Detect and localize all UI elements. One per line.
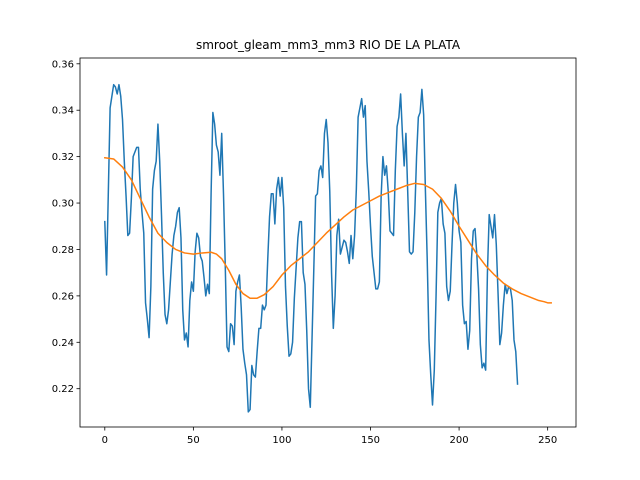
y-tick-label: 0.26: [52, 291, 74, 302]
x-tick-label: 150: [361, 435, 380, 446]
y-tick-label: 0.34: [52, 106, 74, 117]
y-tick-label: 0.36: [52, 59, 74, 70]
chart-title: smroot_gleam_mm3_mm3 RIO DE LA PLATA: [196, 38, 461, 52]
x-tick-label: 100: [272, 435, 291, 446]
axes: 0 50 100 150 200 250 0.22 0.24 0.26 0.28 0.30 0.32 0…: [52, 57, 577, 446]
x-tick-label: 200: [450, 435, 469, 446]
series-line-1: [104, 83, 519, 413]
plot-area: [103, 83, 552, 413]
x-tick-label: 250: [538, 435, 557, 446]
x-tick-label: 0: [102, 435, 108, 446]
series-line-2: [103, 156, 552, 304]
y-tick-label: 0.32: [52, 152, 74, 163]
y-tick-label: 0.22: [52, 384, 74, 395]
axes-frame: [79, 57, 577, 428]
y-tick-label: 0.28: [52, 245, 74, 256]
y-tick-label: 0.30: [52, 199, 74, 210]
x-tick-label: 50: [187, 435, 200, 446]
y-tick-label: 0.24: [52, 338, 74, 349]
